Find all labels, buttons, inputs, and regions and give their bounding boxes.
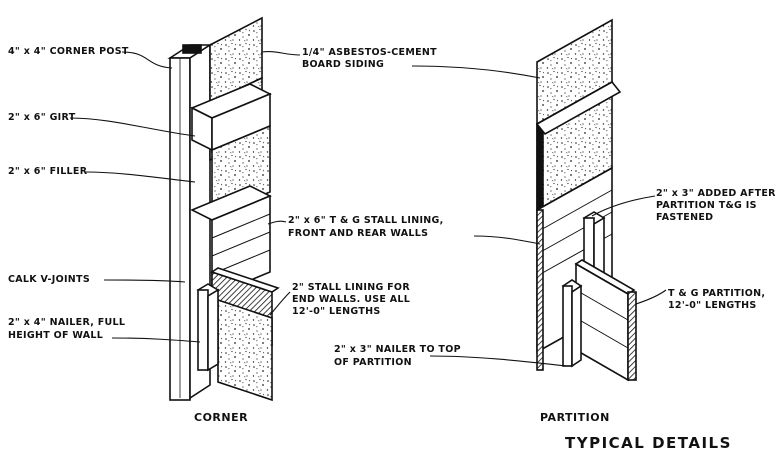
leader-nailer-top xyxy=(429,355,567,367)
leader-siding xyxy=(261,51,301,56)
corner-end-wall xyxy=(210,267,280,402)
leader-added xyxy=(591,195,656,217)
label-added-line2: PARTITION T&G IS xyxy=(656,200,757,211)
label-siding-line2: BOARD SIDING xyxy=(302,59,385,70)
label-nailer-line1: 2" x 4" NAILER, FULL xyxy=(8,317,126,328)
leader-girt xyxy=(69,117,196,137)
label-added-line1: 2" x 3" ADDED AFTER xyxy=(656,188,776,199)
partition-detail xyxy=(535,18,637,382)
label-filler: 2" x 6" FILLER xyxy=(8,166,88,177)
label-calk: CALK V-JOINTS xyxy=(8,274,90,285)
label-end-wall-line2: END WALLS. USE ALL xyxy=(292,294,411,305)
corner-nailer xyxy=(196,283,220,372)
label-girt: 2" x 6" GIRT xyxy=(8,112,76,123)
label-corner-post: 4" x 4" CORNER POST xyxy=(8,46,129,57)
label-partition-line1: T & G PARTITION, xyxy=(668,288,766,299)
label-siding-line1: 1/4" ASBESTOS-CEMENT xyxy=(302,47,437,58)
label-nailer-top-line1: 2" x 3" NAILER TO TOP xyxy=(334,344,461,355)
partition-girt xyxy=(535,80,622,136)
leader-stall-lining xyxy=(267,220,287,225)
leader-siding-right xyxy=(411,65,541,79)
caption-corner: CORNER xyxy=(194,411,249,424)
label-partition-line2: 12'-0" LENGTHS xyxy=(668,300,757,311)
leader-end-wall xyxy=(269,291,291,316)
partition-nailer xyxy=(561,279,583,368)
label-stall-lining-line2: FRONT AND REAR WALLS xyxy=(288,228,429,239)
label-nailer-top-line2: OF PARTITION xyxy=(334,357,412,368)
label-end-wall-line3: 12'-0" LENGTHS xyxy=(292,306,381,317)
label-added-line3: FASTENED xyxy=(656,212,714,223)
partition-panel xyxy=(574,259,637,382)
leader-calk xyxy=(103,279,186,283)
leader-lines xyxy=(69,51,667,367)
caption-partition: PARTITION xyxy=(540,411,610,424)
label-end-wall-line1: 2" STALL LINING FOR xyxy=(292,282,410,293)
leader-stall-lining-right xyxy=(473,235,541,245)
leader-partition xyxy=(635,289,667,305)
label-stall-lining-line1: 2" x 6" T & G STALL LINING, xyxy=(288,215,444,226)
leader-nailer xyxy=(111,337,201,343)
corner-detail xyxy=(167,16,280,402)
label-nailer-line2: HEIGHT OF WALL xyxy=(8,330,104,341)
leader-corner-post xyxy=(121,51,173,69)
leader-filler xyxy=(85,171,196,183)
drawing-title: TYPICAL DETAILS xyxy=(565,434,732,452)
